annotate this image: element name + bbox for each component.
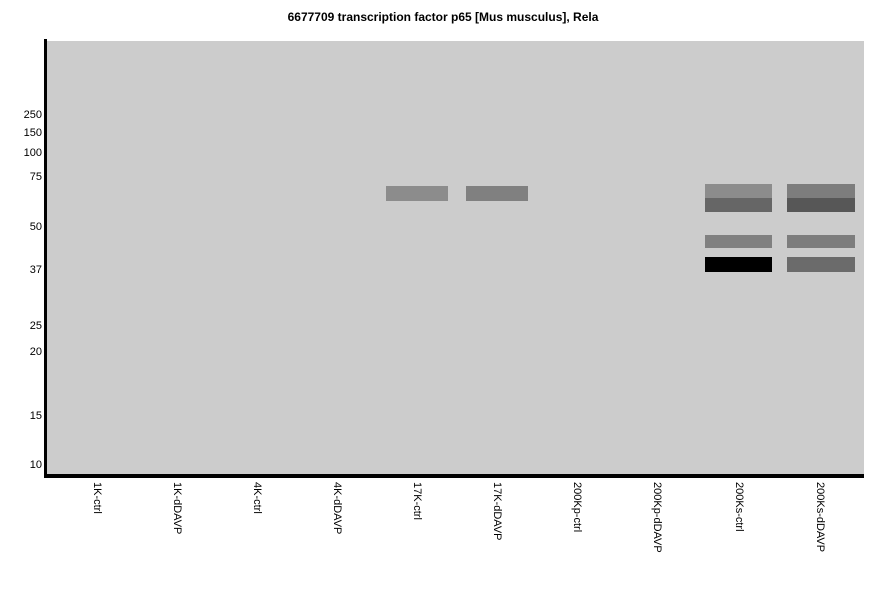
gel-band <box>705 198 772 212</box>
y-axis-tick-label: 100 <box>23 147 42 159</box>
lane-label-4k-ctrl: 4K-ctrl <box>251 482 263 514</box>
gel-band <box>787 184 855 198</box>
lane-label-200ks-ddavp: 200Ks-dDAVP <box>814 482 826 553</box>
y-axis-tick-label: 37 <box>29 264 42 276</box>
lane-label-17k-ddavp: 17K-dDAVP <box>491 482 503 541</box>
y-axis-tick-label: 50 <box>29 221 42 233</box>
lane-label-4k-ddavp: 4K-dDAVP <box>331 482 343 535</box>
y-axis-tick-labels: 250 150 100 75 50 37 25 20 15 10 <box>0 0 42 595</box>
gel-band <box>705 235 772 248</box>
page-title: 6677709 transcription factor p65 [Mus mu… <box>287 10 599 24</box>
y-axis-tick-label: 250 <box>23 109 42 121</box>
lane-label-1k-ctrl: 1K-ctrl <box>91 482 103 514</box>
y-axis-tick-label: 10 <box>29 459 42 471</box>
y-axis-tick-label: 20 <box>29 346 42 358</box>
y-axis-tick-label: 25 <box>29 320 42 332</box>
gel-band <box>787 198 855 212</box>
y-axis-tick-label: 75 <box>29 171 42 183</box>
lane-label-200ks-ctrl: 200Ks-ctrl <box>733 482 745 532</box>
gel-band <box>705 257 772 272</box>
lane-label-1k-ddavp: 1K-dDAVP <box>171 482 183 535</box>
lane-label-17k-ctrl: 17K-ctrl <box>411 482 423 520</box>
lane-label-200kp-ctrl: 200Kp-ctrl <box>571 482 583 533</box>
y-axis-tick-label: 15 <box>29 410 42 422</box>
gel-band <box>386 186 448 201</box>
y-axis-line <box>44 39 47 477</box>
gel-band <box>787 257 855 272</box>
gel-band <box>787 235 855 248</box>
y-axis-tick-label: 150 <box>23 127 42 139</box>
gel-band <box>466 186 528 201</box>
gel-band <box>705 184 772 198</box>
x-axis-line <box>44 474 864 478</box>
lane-label-200kp-ddavp: 200Kp-dDAVP <box>651 482 663 553</box>
